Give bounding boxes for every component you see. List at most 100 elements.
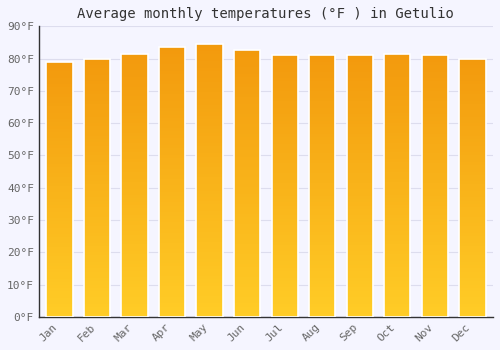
Bar [272, 209, 298, 212]
Bar [309, 68, 336, 72]
Bar [309, 241, 336, 245]
Bar [122, 80, 148, 83]
Bar [159, 108, 185, 111]
Bar [384, 271, 410, 274]
Bar [196, 44, 223, 317]
Bar [422, 134, 448, 137]
Bar [159, 256, 185, 260]
Bar [84, 233, 110, 236]
Bar [346, 229, 373, 232]
Bar [234, 127, 260, 131]
Bar [346, 147, 373, 150]
Bar [234, 184, 260, 187]
Bar [384, 287, 410, 290]
Bar [46, 234, 72, 237]
Bar [422, 199, 448, 202]
Bar [46, 145, 72, 148]
Bar [234, 150, 260, 154]
Bar [460, 155, 485, 159]
Bar [346, 209, 373, 212]
Bar [272, 189, 298, 193]
Bar [196, 78, 223, 82]
Bar [309, 206, 336, 209]
Bar [46, 202, 72, 205]
Bar [84, 107, 110, 110]
Bar [384, 228, 410, 231]
Bar [122, 261, 148, 264]
Bar [272, 284, 298, 287]
Bar [272, 261, 298, 265]
Bar [309, 255, 336, 258]
Bar [234, 90, 260, 94]
Bar [384, 205, 410, 208]
Bar [309, 180, 336, 183]
Bar [159, 300, 185, 303]
Bar [346, 300, 373, 304]
Bar [309, 160, 336, 163]
Bar [122, 86, 148, 90]
Bar [460, 246, 485, 249]
Bar [309, 98, 336, 101]
Bar [346, 258, 373, 261]
Bar [234, 84, 260, 87]
Bar [346, 255, 373, 258]
Bar [460, 62, 485, 65]
Bar [460, 149, 485, 152]
Bar [309, 297, 336, 300]
Bar [46, 304, 72, 307]
Bar [234, 294, 260, 297]
Bar [384, 74, 410, 77]
Bar [196, 218, 223, 221]
Bar [234, 244, 260, 247]
Bar [122, 100, 148, 103]
Bar [159, 236, 185, 239]
Bar [384, 211, 410, 215]
Bar [196, 215, 223, 218]
Bar [384, 294, 410, 297]
Bar [272, 281, 298, 284]
Bar [346, 58, 373, 62]
Bar [46, 294, 72, 298]
Bar [122, 77, 148, 80]
Bar [234, 277, 260, 280]
Bar [384, 77, 410, 80]
Bar [272, 72, 298, 75]
Bar [234, 110, 260, 114]
Bar [84, 181, 110, 184]
Bar [422, 304, 448, 307]
Bar [196, 248, 223, 252]
Bar [46, 224, 72, 228]
Bar [422, 268, 448, 271]
Bar [346, 114, 373, 118]
Bar [46, 129, 72, 132]
Bar [84, 91, 110, 94]
Bar [384, 222, 410, 225]
Bar [460, 58, 485, 317]
Bar [84, 84, 110, 88]
Bar [272, 245, 298, 248]
Bar [384, 198, 410, 202]
Bar [159, 132, 185, 135]
Bar [384, 70, 410, 74]
Bar [196, 51, 223, 54]
Bar [46, 205, 72, 208]
Bar [346, 98, 373, 101]
Bar [309, 199, 336, 202]
Bar [422, 310, 448, 314]
Bar [122, 83, 148, 86]
Bar [196, 228, 223, 232]
Bar [46, 94, 72, 97]
Bar [159, 232, 185, 236]
Bar [159, 74, 185, 78]
Bar [384, 166, 410, 169]
Bar [384, 179, 410, 182]
Bar [272, 147, 298, 150]
Bar [84, 81, 110, 84]
Bar [84, 197, 110, 201]
Bar [46, 221, 72, 224]
Bar [46, 256, 72, 259]
Bar [272, 163, 298, 167]
Bar [309, 62, 336, 65]
Bar [346, 206, 373, 209]
Bar [422, 58, 448, 62]
